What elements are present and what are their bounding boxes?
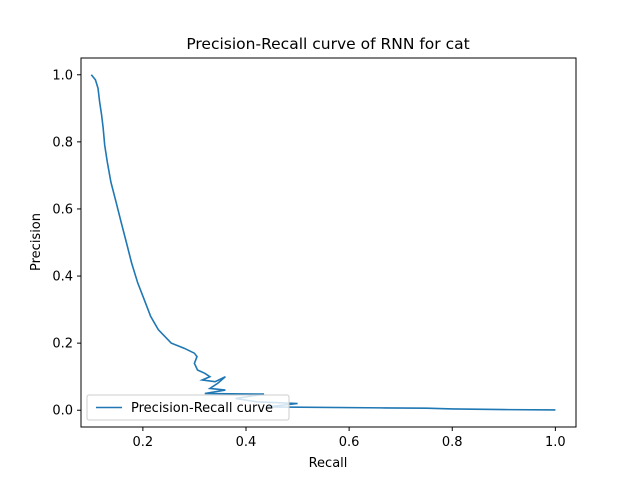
y-tick-label: 0.6: [52, 202, 73, 217]
x-tick-label: 0.4: [236, 435, 257, 450]
x-tick-label: 0.8: [442, 435, 463, 450]
y-axis-title: Precision: [29, 213, 44, 271]
y-tick-label: 0.8: [52, 135, 73, 150]
y-axis-ticks: 0.0 0.2 0.4 0.6 0.8 1.0: [52, 68, 81, 419]
x-tick-label: 0.2: [133, 435, 154, 450]
x-tick-label: 0.6: [339, 435, 360, 450]
plot-frame: [80, 57, 577, 428]
chart-title: Precision-Recall curve of RNN for cat: [186, 35, 469, 53]
x-tick-label: 1.0: [545, 435, 566, 450]
y-tick-label: 0.2: [52, 337, 73, 352]
y-tick-label: 1.0: [52, 68, 73, 83]
legend-label: Precision-Recall curve: [131, 401, 273, 416]
y-tick-label: 0.0: [52, 404, 73, 419]
x-axis-ticks: 0.2 0.4 0.6 0.8 1.0: [133, 427, 566, 450]
legend: Precision-Recall curve: [86, 394, 290, 421]
legend-box: [86, 394, 290, 421]
y-tick-label: 0.4: [52, 270, 73, 285]
plot-area: [80, 57, 577, 428]
x-axis-title: Recall: [309, 456, 348, 471]
